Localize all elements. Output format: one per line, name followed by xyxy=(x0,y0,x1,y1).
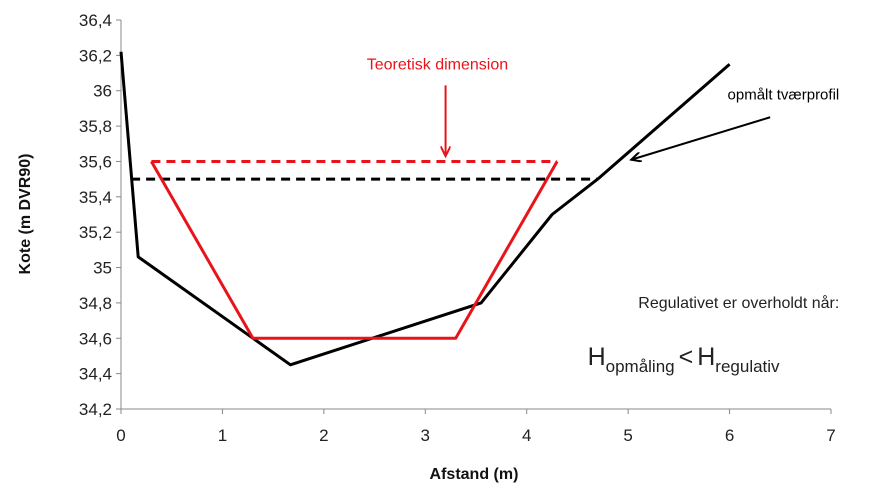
opmaalt-tvaerprofil-label: opmålt tværprofil xyxy=(728,87,840,104)
x-tick-label: 1 xyxy=(218,426,227,445)
solid-series-line xyxy=(119,51,731,367)
y-tick-label: 36,2 xyxy=(79,46,112,65)
x-axis-title: Afstand (m) xyxy=(430,466,519,483)
x-tick-label: 2 xyxy=(319,426,328,445)
x-tick-label: 4 xyxy=(522,426,531,445)
y-tick-label: 35,2 xyxy=(79,223,112,242)
y-tick-label: 34,4 xyxy=(79,365,112,384)
x-tick-label: 3 xyxy=(421,426,430,445)
formula-less-than: < xyxy=(679,343,694,371)
formula-sub-regulativ: regulativ xyxy=(715,357,780,376)
y-tick-label: 35,8 xyxy=(79,117,112,136)
formula-h2: H xyxy=(697,343,715,371)
y-tick-label: 34,2 xyxy=(79,400,112,419)
y-tick-label: 35,4 xyxy=(79,188,112,207)
regulativ-formula: Hopmåling < Hregulativ xyxy=(588,343,780,376)
x-axis-ticks: 0 1 2 3 4 5 6 7 xyxy=(116,409,836,445)
x-tick-label: 6 xyxy=(725,426,734,445)
regulativ-statement: Regulativet er overholdt når: xyxy=(638,294,839,312)
formula-h1: H xyxy=(588,343,606,371)
series-group xyxy=(119,51,731,367)
y-tick-label: 36,4 xyxy=(79,11,112,30)
formula-sub-opmaaling: opmåling xyxy=(606,357,675,376)
annotations: Teoretisk dimension opmålt tværprofil Re… xyxy=(367,57,840,376)
y-tick-label: 36 xyxy=(93,82,112,101)
x-tick-label: 0 xyxy=(116,426,125,445)
teoretisk-dimension-label: Teoretisk dimension xyxy=(367,57,508,74)
y-axis-title: Kote (m DVR90) xyxy=(17,154,34,275)
x-tick-label: 7 xyxy=(826,426,835,445)
y-tick-label: 34,8 xyxy=(79,294,112,313)
y-axis-ticks: 34,2 34,4 34,6 34,8 35 35,2 35,4 35,6 35,8 36 36,2… xyxy=(79,11,121,419)
y-tick-label: 35,6 xyxy=(79,152,112,171)
x-tick-label: 5 xyxy=(623,426,632,445)
y-tick-label: 35 xyxy=(93,259,112,278)
solid-series-line xyxy=(150,160,559,340)
opmaalt-arrow xyxy=(631,116,771,159)
y-tick-label: 34,6 xyxy=(79,329,112,348)
